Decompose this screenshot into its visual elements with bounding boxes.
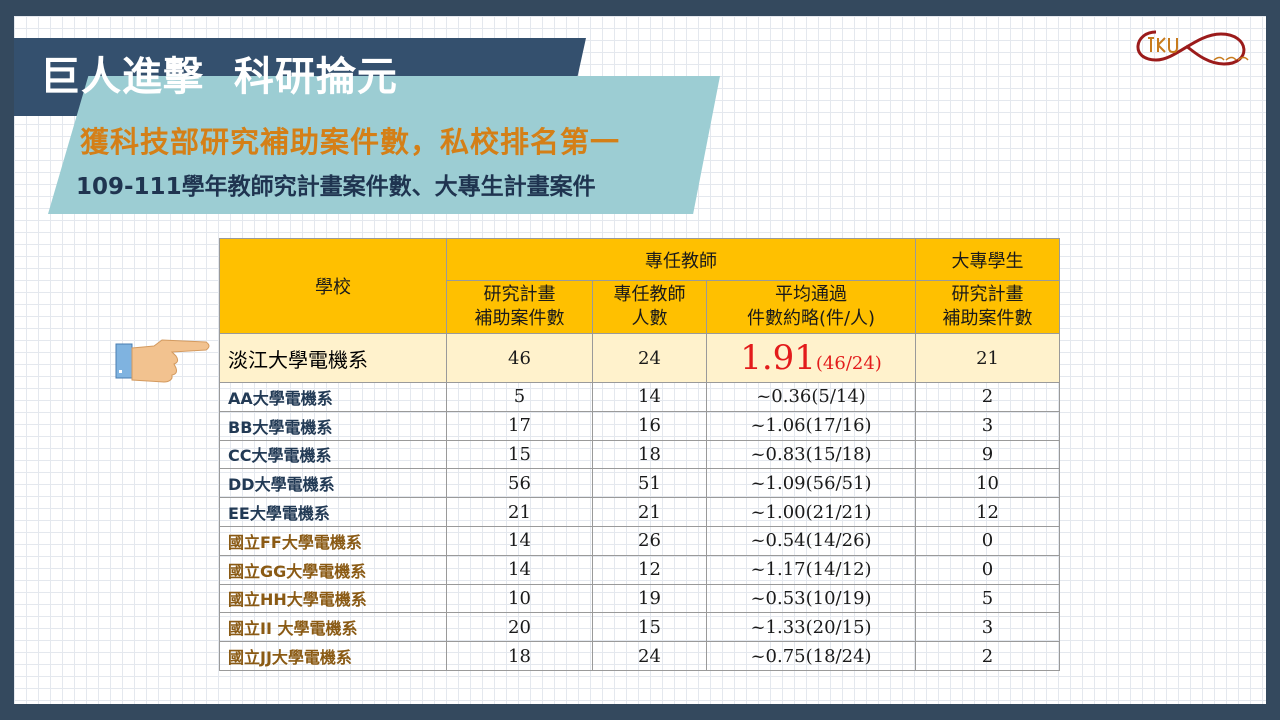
subtitle-band <box>48 76 720 214</box>
faculty-cases: 15 <box>446 439 593 470</box>
ratio: ~1.17(14/12) <box>705 554 917 585</box>
faculty-cases: 21 <box>446 497 593 527</box>
ratio: ~1.00(21/21) <box>705 497 917 527</box>
faculty-count: 16 <box>592 410 707 441</box>
table-row: CC大學電機系 15 18 ~0.83(15/18) 9 <box>219 439 1061 470</box>
col-header-ratio: 平均通過 件數約略(件/人) <box>705 280 917 334</box>
faculty-cases: 20 <box>446 612 593 643</box>
student-cases: 3 <box>915 612 1061 643</box>
student-cases: 2 <box>915 641 1061 671</box>
table-row: EE大學電機系 21 21 ~1.00(21/21) 12 <box>219 497 1061 527</box>
student-cases: 0 <box>915 525 1061 556</box>
school-name: EE大學電機系 <box>219 497 447 527</box>
faculty-count: 21 <box>592 497 707 527</box>
faculty-count: 26 <box>592 525 707 556</box>
faculty-cases: 18 <box>446 641 593 671</box>
student-cases: 9 <box>915 439 1061 470</box>
ratio: ~0.75(18/24) <box>705 641 917 671</box>
student-cases: 5 <box>915 583 1061 614</box>
school-name: CC大學電機系 <box>219 439 447 470</box>
col-header-faculty-count: 專任教師 人數 <box>592 280 707 334</box>
faculty-count: 18 <box>592 439 707 470</box>
col-group-student: 大專學生 <box>915 238 1061 281</box>
student-cases: 12 <box>915 497 1061 527</box>
ratio: 1.91(46/24) <box>705 333 917 383</box>
col-group-faculty: 專任教師 <box>445 238 917 281</box>
table-row: BB大學電機系 17 16 ~1.06(17/16) 3 <box>219 410 1061 441</box>
student-cases: 21 <box>915 333 1061 383</box>
faculty-cases: 14 <box>446 554 593 585</box>
school-name: BB大學電機系 <box>219 410 447 441</box>
table-row: AA大學電機系 5 14 ~0.36(5/14) 2 <box>219 382 1061 412</box>
page-title: 巨人進擊 科研掄元 <box>40 54 398 100</box>
pointing-hand-icon <box>115 339 210 383</box>
school-name: 國立FF大學電機系 <box>219 525 447 556</box>
table-row: 國立GG大學電機系 14 12 ~1.17(14/12) 0 <box>219 554 1061 585</box>
faculty-count: 14 <box>592 382 707 412</box>
ratio: ~1.33(20/15) <box>705 612 917 643</box>
ratio: ~1.09(56/51) <box>705 468 917 499</box>
school-name: 國立HH大學電機系 <box>219 583 447 614</box>
subtitle-description: 109-111學年教師究計畫案件數、大專生計畫案件 <box>76 174 596 200</box>
subtitle-headline: 獲科技部研究補助案件數，私校排名第一 <box>80 125 621 159</box>
faculty-cases: 46 <box>446 333 593 383</box>
col-header-school: 學校 <box>219 238 447 334</box>
ratio: ~0.83(15/18) <box>705 439 917 470</box>
table-row: 國立HH大學電機系 10 19 ~0.53(10/19) 5 <box>219 583 1061 614</box>
table-row: 國立FF大學電機系 14 26 ~0.54(14/26) 0 <box>219 525 1061 556</box>
school-name: 淡江大學電機系 <box>219 333 447 383</box>
faculty-count: 51 <box>592 468 707 499</box>
ratio: ~0.53(10/19) <box>705 583 917 614</box>
faculty-cases: 56 <box>446 468 593 499</box>
slide: 巨人進擊 科研掄元 獲科技部研究補助案件數，私校排名第一 109-111學年教師… <box>14 16 1266 704</box>
faculty-count: 24 <box>592 641 707 671</box>
tku-eee-logo-icon <box>1136 30 1249 66</box>
student-cases: 10 <box>915 468 1061 499</box>
school-name: 國立II 大學電機系 <box>219 612 447 643</box>
faculty-cases: 14 <box>446 525 593 556</box>
school-name: DD大學電機系 <box>219 468 447 499</box>
faculty-count: 15 <box>592 612 707 643</box>
research-cases-table: 學校 專任教師 大專學生 研究計畫 補助案件數 專任教師 人數 平均通過 件數約略(件… <box>219 238 1061 671</box>
faculty-cases: 5 <box>446 382 593 412</box>
ratio: ~0.36(5/14) <box>705 382 917 412</box>
col-header-student-cases: 研究計畫 補助案件數 <box>915 280 1061 334</box>
table-row: 國立JJ大學電機系 18 24 ~0.75(18/24) 2 <box>219 641 1061 671</box>
ratio: ~0.54(14/26) <box>705 525 917 556</box>
faculty-count: 12 <box>592 554 707 585</box>
student-cases: 3 <box>915 410 1061 441</box>
school-name: 國立GG大學電機系 <box>219 554 447 585</box>
student-cases: 0 <box>915 554 1061 585</box>
ratio: ~1.06(17/16) <box>705 410 917 441</box>
col-header-faculty-cases: 研究計畫 補助案件數 <box>446 280 593 334</box>
faculty-count: 19 <box>592 583 707 614</box>
table-row: 國立II 大學電機系 20 15 ~1.33(20/15) 3 <box>219 612 1061 643</box>
school-name: AA大學電機系 <box>219 382 447 412</box>
faculty-cases: 17 <box>446 410 593 441</box>
table-row-highlight: 淡江大學電機系 46 24 1.91(46/24) 21 <box>219 333 1061 383</box>
table-row: DD大學電機系 56 51 ~1.09(56/51) 10 <box>219 468 1061 499</box>
faculty-count: 24 <box>592 333 707 383</box>
faculty-cases: 10 <box>446 583 593 614</box>
school-name: 國立JJ大學電機系 <box>219 641 447 671</box>
student-cases: 2 <box>915 382 1061 412</box>
